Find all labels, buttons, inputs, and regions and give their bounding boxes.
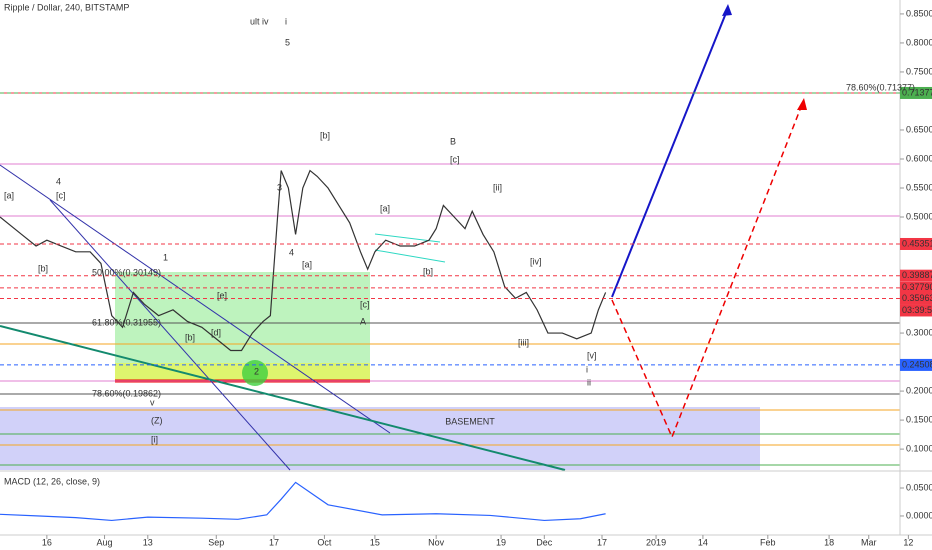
annotation: A [360,316,366,326]
annotation: v [150,397,155,407]
x-tick-label: Feb [760,537,776,547]
trendline [0,164,391,434]
annotation: [c] [56,190,66,200]
price-tag [900,292,932,305]
trendline [49,199,291,471]
x-tick-label: 12 [903,537,913,547]
price-tag [900,269,932,282]
price-tag-label: 0.24508 [902,359,932,369]
indicator-title: MACD (12, 26, close, 9) [4,476,100,486]
price-tag [900,358,932,371]
x-tick-label: 19 [496,537,506,547]
annotation: 3 [277,182,282,192]
x-tick-label: 17 [597,537,607,547]
price-line [0,169,607,352]
annotation: [b] [38,263,48,273]
price-tag-label: 0.39887 [902,270,932,280]
annotation: 4 [289,247,294,257]
annotation: [v] [587,350,597,360]
price-tag-label: 0.45351 [902,238,932,248]
x-tick-label: Mar [861,537,877,547]
x-tick-label: Aug [97,537,113,547]
price-tag [900,237,932,250]
marker-circle [242,360,268,386]
annotation: [b] [320,130,330,140]
arrow-head [797,98,807,110]
annotation: 78.60%(0.19862) [92,388,161,398]
price-tag [900,86,932,99]
annotation: B [450,136,456,146]
annotation: BASEMENT [445,416,495,426]
annotation: ult iv [250,16,269,26]
projection-arrow [611,7,729,298]
fib-zone [115,272,370,380]
x-tick-label: 18 [824,537,834,547]
drawings [0,0,932,536]
countdown-tag [900,304,932,317]
annotation: [e] [217,290,227,300]
annotation: [iii] [518,337,529,347]
annotation: 5 [285,37,290,47]
annotation: [ii] [493,182,502,192]
annotation: [iv] [530,256,542,266]
x-tick-label: Nov [428,537,445,547]
annotation: i [285,16,287,26]
annotation: [a] [380,203,390,213]
annotation: (Z) [151,415,163,425]
x-tick-label: 2019 [646,537,666,547]
x-tick-label: Sep [208,537,224,547]
annotation: [a] [302,259,312,269]
annotation: [c] [360,299,370,309]
annotation: [b] [423,266,433,276]
annotation: ii [587,377,591,387]
x-tick-label: Oct [317,537,332,547]
price-tag [900,281,932,294]
countdown: 03:39:51 [902,305,932,315]
x-tick-label: Dec [536,537,553,547]
arrow-head [722,4,732,16]
price-tag-label: 0.71377 [902,87,932,97]
annotation: [b] [185,332,195,342]
annotation: 4 [56,176,61,186]
trendline [0,325,566,471]
price-line [0,481,606,522]
y-tick-label: 0.0500 [906,482,932,492]
basement-zone [0,407,760,470]
x-tick-label: 13 [143,537,153,547]
x-tick-label: 15 [370,537,380,547]
chart-title: Ripple / Dollar, 240, BITSTAMP [4,2,129,12]
annotation: [i] [151,434,158,444]
y-tick-label: 0.0000 [906,510,932,520]
annotation: 2 [254,366,259,376]
x-tick-label: 17 [269,537,279,547]
price-tag-label: 0.35963 [902,293,932,303]
annotation: 61.80%(0.31955) [92,317,161,327]
annotation: i [586,364,588,374]
price-tag-label: 0.37790 [902,282,932,292]
channel [374,249,446,263]
annotation: [a] [4,190,14,200]
x-tick-label: 14 [698,537,708,547]
x-tick-label: 16 [42,537,52,547]
annotation: [d] [211,327,221,337]
annotation: [c] [450,154,460,164]
annotation: 78.60%(0.71377) [846,82,915,92]
annotation: 1 [163,252,168,262]
annotation: 50.00%(0.30149) [92,267,161,277]
